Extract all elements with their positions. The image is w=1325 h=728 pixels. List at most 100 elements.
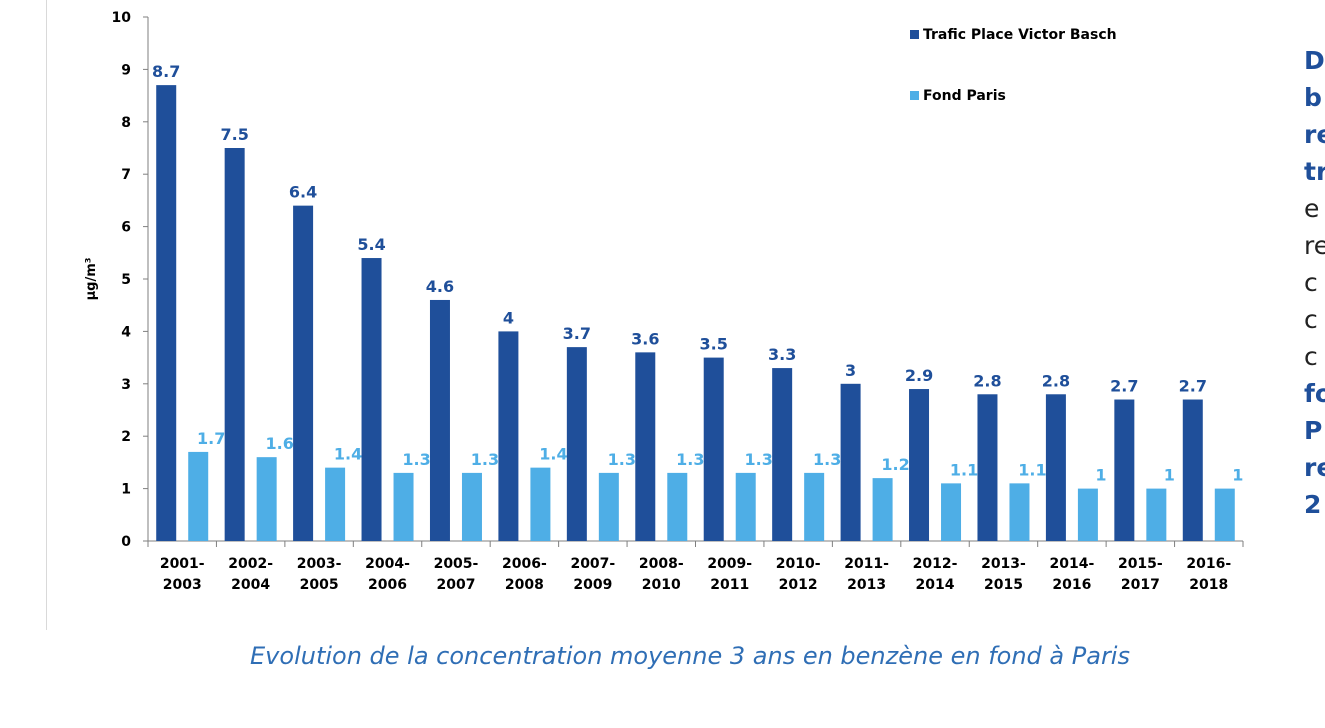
data-label-trafic: 7.5 bbox=[220, 125, 248, 144]
side-text-line: 2 bbox=[1304, 490, 1322, 519]
x-tick-label: 2001- bbox=[160, 556, 205, 572]
y-tick-label: 8 bbox=[121, 115, 131, 131]
x-tick-label: 2018 bbox=[1189, 577, 1228, 593]
bar-fond bbox=[598, 472, 619, 541]
data-label-fond: 1.6 bbox=[265, 434, 293, 453]
bar-fond bbox=[461, 472, 482, 541]
y-tick-label: 3 bbox=[121, 377, 131, 393]
side-text-line: tr bbox=[1304, 157, 1325, 186]
bar-fond bbox=[393, 472, 414, 541]
bar-trafic bbox=[361, 258, 382, 541]
data-label-trafic: 2.7 bbox=[1179, 377, 1207, 396]
x-tick-label: 2016- bbox=[1186, 556, 1231, 572]
x-tick-label: 2009 bbox=[573, 577, 612, 593]
bar-fond bbox=[872, 478, 893, 541]
bar-trafic bbox=[977, 394, 998, 541]
legend-label: Trafic Place Victor Basch bbox=[923, 27, 1117, 43]
side-text-line: re bbox=[1304, 231, 1325, 260]
bar-trafic bbox=[1045, 394, 1066, 541]
bar-trafic bbox=[1114, 399, 1135, 541]
x-tick-label: 2013- bbox=[981, 556, 1026, 572]
bar-trafic bbox=[635, 352, 656, 541]
bar-fond bbox=[735, 472, 756, 541]
x-tick-label: 2013 bbox=[847, 577, 886, 593]
x-tick-label: 2012 bbox=[779, 577, 818, 593]
legend-swatch bbox=[910, 30, 919, 39]
side-text-line: e bbox=[1304, 194, 1320, 223]
bar-fond bbox=[1214, 488, 1235, 541]
y-tick-label: 7 bbox=[121, 167, 131, 183]
x-tick-label: 2007 bbox=[436, 577, 475, 593]
side-text-line: c bbox=[1304, 268, 1318, 297]
data-label-trafic: 2.8 bbox=[1042, 371, 1070, 390]
y-tick-label: 5 bbox=[121, 272, 131, 288]
bar-fond bbox=[325, 467, 346, 541]
y-tick-label: 4 bbox=[121, 324, 131, 340]
x-tick-label: 2011 bbox=[710, 577, 749, 593]
y-tick-label: 10 bbox=[112, 10, 132, 26]
x-tick-label: 2003- bbox=[297, 556, 342, 572]
data-label-fond: 1.3 bbox=[608, 450, 636, 469]
x-tick-label: 2010- bbox=[776, 556, 821, 572]
data-label-fond: 1.3 bbox=[745, 450, 773, 469]
y-tick-label: 2 bbox=[121, 429, 131, 445]
data-label-fond: 1.2 bbox=[881, 455, 909, 474]
side-text-line: b bbox=[1304, 83, 1322, 112]
data-label-trafic: 3.3 bbox=[768, 345, 796, 364]
data-label-trafic: 2.8 bbox=[973, 371, 1001, 390]
side-text-line: re bbox=[1304, 453, 1325, 482]
bar-fond bbox=[667, 472, 688, 541]
x-tick-label: 2005- bbox=[434, 556, 479, 572]
x-tick-label: 2006- bbox=[502, 556, 547, 572]
bar-trafic bbox=[703, 357, 724, 541]
x-tick-label: 2016 bbox=[1052, 577, 1091, 593]
data-label-fond: 1.1 bbox=[1018, 460, 1046, 479]
data-label-trafic: 3.7 bbox=[563, 324, 591, 343]
data-label-trafic: 4.6 bbox=[426, 277, 454, 296]
bar-fond bbox=[1077, 488, 1098, 541]
chart-caption: Evolution de la concentration moyenne 3 … bbox=[250, 642, 1130, 670]
bar-trafic bbox=[156, 85, 177, 542]
data-label-fond: 1.7 bbox=[197, 429, 225, 448]
bar-chart: 0 1 2 3 4 5 6 7 8 9 10 µg/m³ 8.7 1.7 2001- 2003 7.5 1.6 20… bbox=[84, 10, 1244, 593]
legend-swatch bbox=[910, 91, 919, 100]
x-tick-label: 2015- bbox=[1118, 556, 1163, 572]
x-tick-label: 2009- bbox=[707, 556, 752, 572]
x-tick-label: 2017 bbox=[1121, 577, 1160, 593]
x-tick-label: 2002- bbox=[228, 556, 273, 572]
data-label-fond: 1.3 bbox=[813, 450, 841, 469]
x-tick-label: 2006 bbox=[368, 577, 407, 593]
y-tick-label: 9 bbox=[121, 62, 131, 78]
bar-trafic bbox=[293, 205, 314, 541]
data-label-fond: 1.4 bbox=[539, 445, 567, 464]
side-text-line: P bbox=[1304, 416, 1323, 445]
bar-fond bbox=[256, 457, 277, 541]
x-tick-label: 2008 bbox=[505, 577, 544, 593]
data-label-trafic: 3.5 bbox=[700, 335, 728, 354]
bar-trafic bbox=[224, 148, 245, 541]
bar-fond bbox=[1009, 483, 1030, 541]
y-tick-label: 0 bbox=[121, 534, 131, 550]
side-text-line: re bbox=[1304, 120, 1325, 149]
bar-trafic bbox=[840, 383, 861, 541]
legend-label: Fond Paris bbox=[923, 88, 1006, 104]
data-label-trafic: 3.6 bbox=[631, 329, 659, 348]
x-tick-label: 2004 bbox=[231, 577, 270, 593]
bar-fond bbox=[941, 483, 962, 541]
data-label-trafic: 2.9 bbox=[905, 366, 933, 385]
bar-trafic bbox=[566, 347, 587, 541]
data-label-fond: 1 bbox=[1164, 466, 1175, 485]
bar-fond bbox=[1146, 488, 1167, 541]
x-tick-label: 2008- bbox=[639, 556, 684, 572]
data-label-trafic: 2.7 bbox=[1110, 377, 1138, 396]
bar-trafic bbox=[1182, 399, 1203, 541]
data-label-trafic: 6.4 bbox=[289, 183, 317, 202]
data-label-fond: 1.3 bbox=[402, 450, 430, 469]
data-label-fond: 1.3 bbox=[676, 450, 704, 469]
y-axis-label: µg/m³ bbox=[84, 258, 99, 301]
data-label-fond: 1.1 bbox=[950, 460, 978, 479]
bar-fond bbox=[804, 472, 825, 541]
side-text-line: c bbox=[1304, 342, 1318, 371]
x-tick-label: 2005 bbox=[300, 577, 339, 593]
y-tick-label: 6 bbox=[121, 220, 131, 236]
